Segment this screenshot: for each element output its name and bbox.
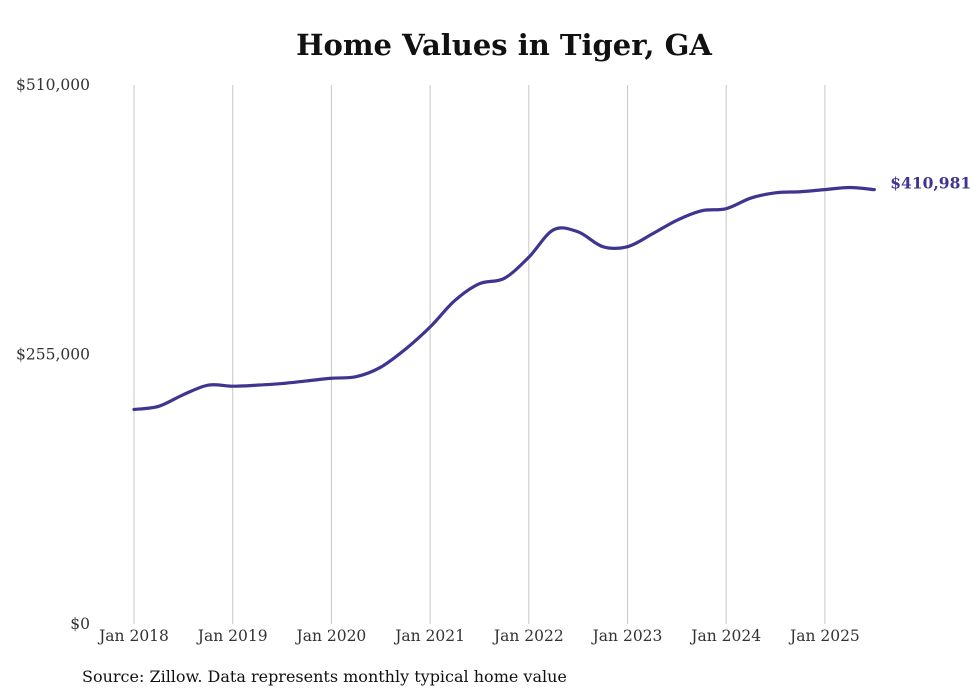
- x-tick-label-4: Jan 2022: [492, 627, 564, 645]
- y-tick-label-0: $0: [70, 615, 90, 633]
- source-note: Source: Zillow. Data represents monthly …: [82, 667, 567, 686]
- vertical-gridlines: [133, 85, 826, 624]
- y-tick-label-1: $255,000: [16, 346, 90, 364]
- x-tick-label-6: Jan 2024: [689, 627, 761, 645]
- x-axis-tick-labels: Jan 2018 Jan 2019 Jan 2020 Jan 2021 Jan 2022…: [97, 627, 860, 645]
- x-tick-label-2: Jan 2020: [294, 627, 366, 645]
- series-layer: [132, 185, 876, 412]
- chart-title: Home Values in Tiger, GA: [296, 28, 712, 62]
- x-tick-label-7: Jan 2025: [788, 627, 860, 645]
- x-tick-label-3: Jan 2021: [393, 627, 465, 645]
- x-tick-label-1: Jan 2019: [196, 627, 268, 645]
- y-tick-label-2: $510,000: [16, 76, 90, 94]
- y-axis-tick-labels: $0 $255,000 $510,000: [16, 76, 90, 633]
- x-tick-label-0: Jan 2018: [97, 627, 169, 645]
- x-tick-label-5: Jan 2023: [591, 627, 663, 645]
- series-line-0: [132, 185, 876, 412]
- end-value-label: $410,981: [890, 174, 971, 193]
